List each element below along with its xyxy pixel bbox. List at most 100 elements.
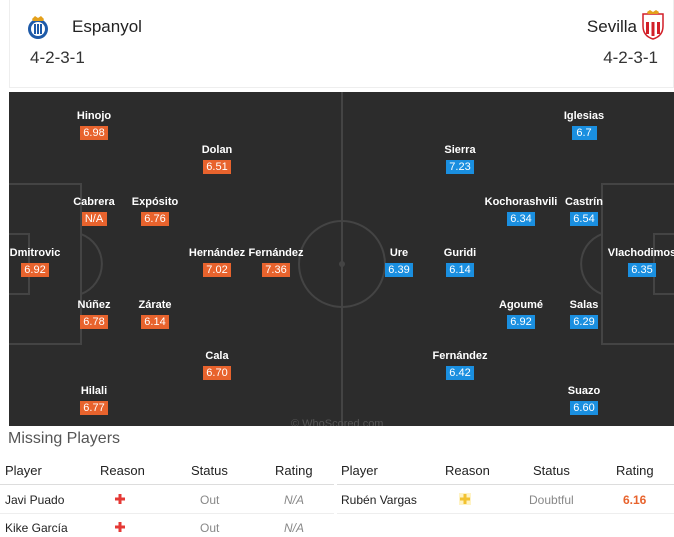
missing-player-name[interactable]: Rubén Vargas <box>341 493 417 507</box>
player-name[interactable]: Hinojo <box>76 110 112 122</box>
header-rating[interactable]: Rating <box>616 463 654 478</box>
missing-status: Out <box>200 521 220 535</box>
home-missing-table: Player Reason Status Rating Javi Puado Ou… <box>0 455 334 537</box>
pitch: © WhoScored.com Hinojo 6.98 Dolan 6.51 Cabre… <box>9 92 674 426</box>
away-player[interactable]: Ure 6.39 <box>359 247 439 287</box>
table-header: Player Reason Status Rating <box>337 455 674 485</box>
missing-status: Doubtful <box>529 493 574 507</box>
player-rating: 6.77 <box>80 401 108 415</box>
player-rating: 7.36 <box>262 263 290 277</box>
header-player[interactable]: Player <box>5 463 42 478</box>
away-player[interactable]: Suazo 6.60 <box>544 385 624 425</box>
away-player[interactable]: Vlachodimos 6.35 <box>602 247 674 287</box>
doubtful-cross-icon <box>459 493 471 505</box>
match-header: Espanyol 4-2-3-1 Sevilla 4-2-3-1 <box>9 0 674 88</box>
player-rating: 6.51 <box>203 160 231 174</box>
missing-players-title: Missing Players <box>8 430 121 447</box>
player-rating: 6.78 <box>80 315 108 329</box>
player-name[interactable]: Ure <box>389 247 409 259</box>
away-player[interactable]: Guridi 6.14 <box>420 247 500 287</box>
player-name[interactable]: Fernández <box>248 247 304 259</box>
away-player[interactable]: Fernández 6.42 <box>420 350 500 390</box>
away-player[interactable]: Agoumé 6.92 <box>481 299 561 339</box>
pitch-markings <box>9 92 674 426</box>
player-name[interactable]: Suazo <box>567 385 601 397</box>
player-rating: 7.23 <box>446 160 474 174</box>
player-name[interactable]: Dmitrovic <box>9 247 61 259</box>
away-player[interactable]: Kochorashvili 6.34 <box>481 196 561 236</box>
player-rating: 6.54 <box>570 212 598 226</box>
home-player[interactable]: Dmitrovic 6.92 <box>9 247 75 287</box>
player-rating: 6.34 <box>507 212 535 226</box>
home-player[interactable]: Fernández 7.36 <box>236 247 316 287</box>
away-missing-table: Player Reason Status Rating Rubén Vargas… <box>337 455 674 537</box>
player-rating: 6.39 <box>385 263 413 277</box>
player-name[interactable]: Salas <box>569 299 599 311</box>
player-rating: 6.14 <box>141 315 169 329</box>
player-rating: 6.14 <box>446 263 474 277</box>
player-rating: 6.29 <box>570 315 598 329</box>
player-name[interactable]: Cala <box>205 350 229 362</box>
player-name[interactable]: Guridi <box>443 247 477 259</box>
table-row: Rubén Vargas Doubtful 6.16 <box>337 486 674 514</box>
player-name[interactable]: Vlachodimos <box>607 247 674 259</box>
table-row: Kike García Out N/A <box>0 514 334 537</box>
table-header: Player Reason Status Rating <box>0 455 334 485</box>
home-player[interactable]: Hilali 6.77 <box>54 385 134 425</box>
player-rating: 6.42 <box>446 366 474 380</box>
player-rating: 6.98 <box>80 126 108 140</box>
missing-rating: 6.16 <box>623 493 647 507</box>
player-name[interactable]: Núñez <box>77 299 111 311</box>
missing-player-name[interactable]: Kike García <box>5 521 68 535</box>
home-team-formation: 4-2-3-1 <box>30 48 85 67</box>
injury-cross-icon <box>114 493 126 505</box>
away-player[interactable]: Salas 6.29 <box>544 299 624 339</box>
home-player[interactable]: Dolan 6.51 <box>177 144 257 184</box>
away-player[interactable]: Sierra 7.23 <box>420 144 500 184</box>
player-rating: N/A <box>81 212 107 226</box>
player-name[interactable]: Iglesias <box>563 110 605 122</box>
home-player[interactable]: Expósito 6.76 <box>115 196 195 236</box>
header-player[interactable]: Player <box>341 463 378 478</box>
injury-cross-icon <box>114 521 126 533</box>
home-player[interactable]: Hinojo 6.98 <box>54 110 134 150</box>
player-name[interactable]: Kochorashvili <box>484 196 558 208</box>
header-reason[interactable]: Reason <box>100 463 145 478</box>
header-rating[interactable]: Rating <box>275 463 313 478</box>
away-team-name[interactable]: Sevilla <box>586 17 637 36</box>
player-name[interactable]: Cabrera <box>73 196 115 208</box>
player-rating: 6.76 <box>141 212 169 226</box>
player-rating: 6.60 <box>570 401 598 415</box>
player-name[interactable]: Hilali <box>80 385 108 397</box>
player-rating: 6.92 <box>507 315 535 329</box>
espanyol-crest-icon[interactable] <box>26 14 50 47</box>
header-status[interactable]: Status <box>191 463 228 478</box>
player-rating: 6.35 <box>628 263 656 277</box>
player-name[interactable]: Sierra <box>444 144 476 156</box>
header-status[interactable]: Status <box>533 463 570 478</box>
home-player[interactable]: Cabrera N/A <box>54 196 134 236</box>
missing-rating: N/A <box>284 493 305 507</box>
home-team-name[interactable]: Espanyol <box>72 17 142 36</box>
sevilla-crest-icon[interactable] <box>641 10 665 45</box>
player-name[interactable]: Castrín <box>565 196 603 208</box>
player-name[interactable]: Hernández <box>188 247 246 259</box>
player-name[interactable]: Agoumé <box>499 299 543 311</box>
away-player[interactable]: Iglesias 6.7 <box>544 110 624 150</box>
missing-status: Out <box>200 493 220 507</box>
player-rating: 6.92 <box>21 263 49 277</box>
away-player[interactable]: Castrín 6.54 <box>544 196 624 236</box>
watermark: © WhoScored.com <box>291 418 384 426</box>
home-player[interactable]: Zárate 6.14 <box>115 299 195 339</box>
home-player[interactable]: Cala 6.70 <box>177 350 257 390</box>
player-name[interactable]: Dolan <box>201 144 233 156</box>
home-player[interactable]: Núñez 6.78 <box>54 299 134 339</box>
player-name[interactable]: Fernández <box>432 350 488 362</box>
player-name[interactable]: Expósito <box>131 196 179 208</box>
player-name[interactable]: Zárate <box>138 299 172 311</box>
missing-player-name[interactable]: Javi Puado <box>5 493 65 507</box>
away-team-formation: 4-2-3-1 <box>603 48 658 67</box>
home-player[interactable]: Hernández 7.02 <box>177 247 257 287</box>
missing-rating: N/A <box>284 521 305 535</box>
header-reason[interactable]: Reason <box>445 463 490 478</box>
